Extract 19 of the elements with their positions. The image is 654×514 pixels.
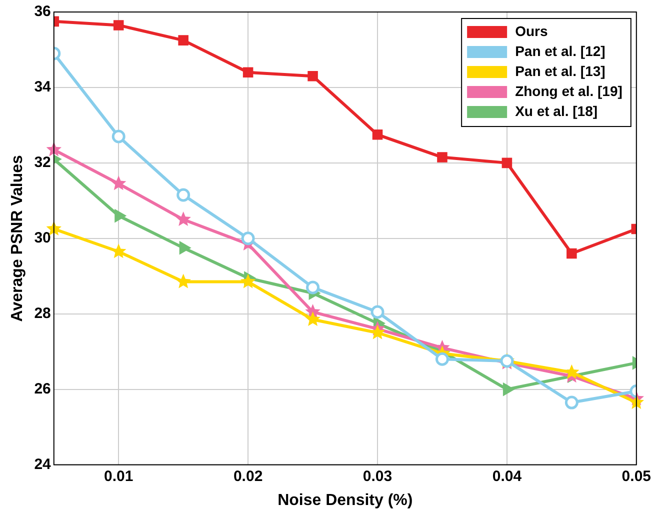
legend-label: Pan et al. [12] <box>515 42 606 59</box>
y-tick-label: 34 <box>34 78 52 96</box>
y-axis-title: Average PSNR Values <box>9 155 26 322</box>
x-tick-label: 0.03 <box>362 468 392 485</box>
x-tick-label: 0.02 <box>233 468 263 485</box>
x-axis-title: Noise Density (%) <box>278 492 413 509</box>
y-tick-label: 26 <box>34 380 51 398</box>
legend-label: Xu et al. [18] <box>515 102 598 119</box>
legend-label: Ours <box>515 22 548 39</box>
x-tick-label: 0.01 <box>104 468 134 485</box>
legend-label: Pan et al. [13] <box>515 62 606 79</box>
legend-label: Zhong et al. [19] <box>515 82 622 99</box>
y-tick-label: 32 <box>34 154 51 172</box>
y-tick-label: 36 <box>34 3 51 20</box>
y-tick-label: 28 <box>34 305 51 322</box>
x-tick-label: 0.04 <box>492 468 522 485</box>
x-tick-label: 0.05 <box>622 468 652 485</box>
y-tick-label: 24 <box>34 456 52 473</box>
y-tick-label: 30 <box>34 230 51 247</box>
